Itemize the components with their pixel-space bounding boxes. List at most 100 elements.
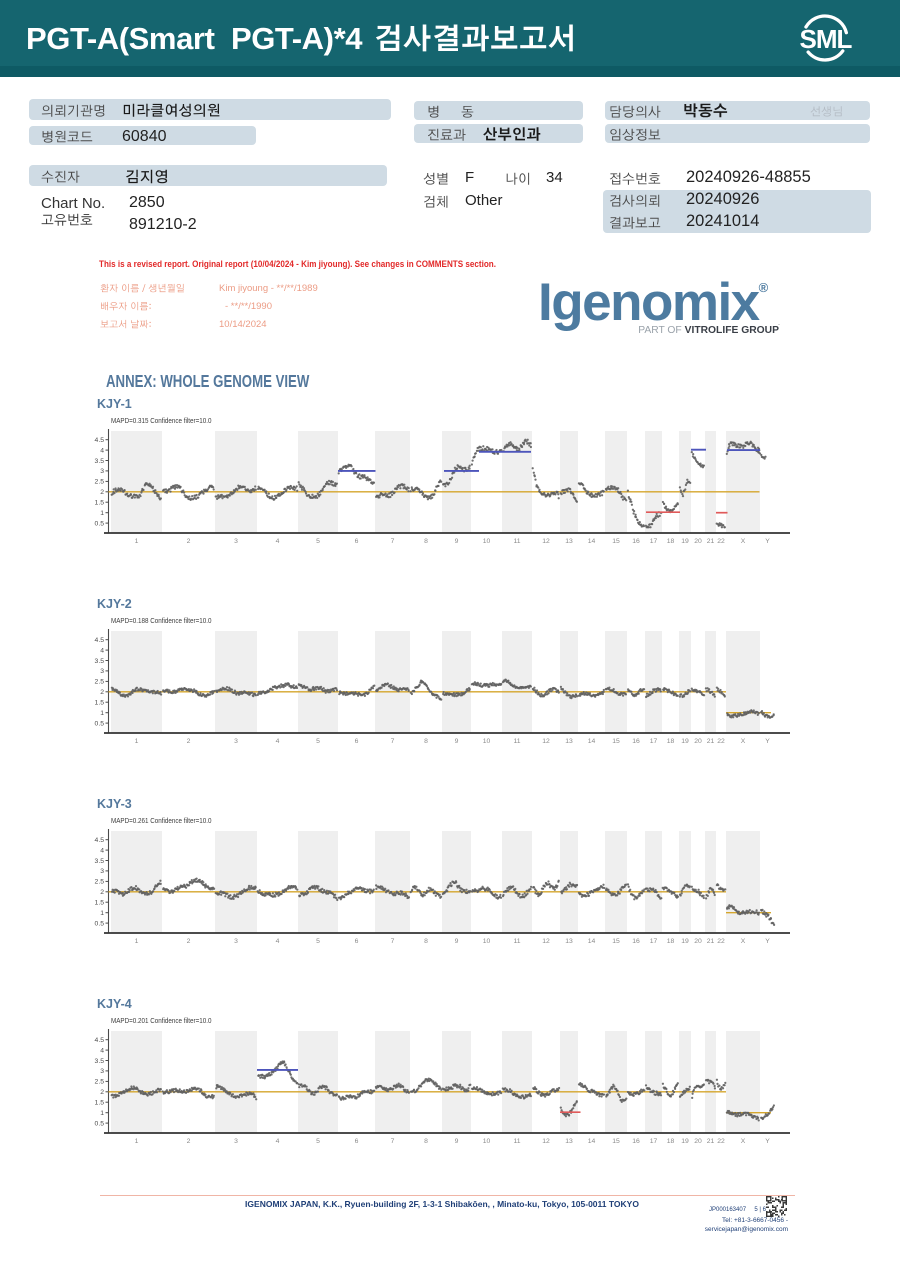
svg-text:7: 7 bbox=[391, 938, 395, 945]
svg-text:3: 3 bbox=[234, 938, 238, 945]
svg-text:2: 2 bbox=[100, 1089, 104, 1096]
svg-text:2.5: 2.5 bbox=[95, 879, 105, 886]
svg-text:0.5: 0.5 bbox=[95, 520, 105, 527]
svg-text:Y: Y bbox=[765, 1138, 770, 1145]
svg-text:15: 15 bbox=[612, 938, 620, 945]
svg-text:0.5: 0.5 bbox=[95, 720, 105, 727]
svg-text:1: 1 bbox=[100, 510, 104, 517]
svg-text:2: 2 bbox=[100, 689, 104, 696]
svg-text:3.5: 3.5 bbox=[95, 1058, 105, 1065]
svg-text:1.5: 1.5 bbox=[95, 1100, 105, 1107]
svg-text:3.5: 3.5 bbox=[95, 858, 105, 865]
svg-text:10: 10 bbox=[483, 738, 491, 745]
svg-text:12: 12 bbox=[542, 538, 550, 545]
svg-text:9: 9 bbox=[455, 1138, 459, 1145]
svg-text:4.5: 4.5 bbox=[95, 437, 105, 444]
svg-text:22: 22 bbox=[717, 938, 725, 945]
svg-text:18: 18 bbox=[667, 1138, 675, 1145]
svg-text:4: 4 bbox=[276, 738, 280, 745]
svg-text:10: 10 bbox=[483, 938, 491, 945]
svg-text:1: 1 bbox=[135, 938, 139, 945]
svg-text:12: 12 bbox=[542, 738, 550, 745]
svg-text:10: 10 bbox=[483, 1138, 491, 1145]
svg-text:SML: SML bbox=[800, 24, 853, 54]
svg-text:4.5: 4.5 bbox=[95, 637, 105, 644]
svg-text:11: 11 bbox=[513, 738, 520, 745]
svg-text:12: 12 bbox=[542, 938, 550, 945]
svg-text:3.5: 3.5 bbox=[95, 658, 105, 665]
svg-text:20: 20 bbox=[694, 538, 702, 545]
svg-text:18: 18 bbox=[667, 738, 675, 745]
svg-text:2: 2 bbox=[100, 889, 104, 896]
svg-text:Y: Y bbox=[765, 738, 770, 745]
svg-text:20: 20 bbox=[694, 938, 702, 945]
svg-text:8: 8 bbox=[424, 538, 428, 545]
svg-text:7: 7 bbox=[391, 738, 395, 745]
svg-text:0.5: 0.5 bbox=[95, 920, 105, 927]
svg-text:X: X bbox=[741, 738, 746, 745]
svg-text:2: 2 bbox=[187, 1138, 191, 1145]
svg-text:19: 19 bbox=[681, 938, 689, 945]
svg-text:3: 3 bbox=[100, 468, 104, 475]
svg-text:2.5: 2.5 bbox=[95, 479, 105, 486]
svg-text:5: 5 bbox=[316, 538, 320, 545]
svg-text:22: 22 bbox=[717, 1138, 725, 1145]
svg-text:15: 15 bbox=[612, 538, 620, 545]
svg-text:2.5: 2.5 bbox=[95, 679, 105, 686]
svg-text:3: 3 bbox=[100, 1068, 104, 1075]
svg-text:7: 7 bbox=[391, 1138, 395, 1145]
svg-text:13: 13 bbox=[565, 738, 573, 745]
svg-text:16: 16 bbox=[632, 538, 640, 545]
svg-text:15: 15 bbox=[612, 1138, 620, 1145]
svg-text:1: 1 bbox=[135, 738, 139, 745]
svg-text:16: 16 bbox=[632, 1138, 640, 1145]
svg-text:21: 21 bbox=[707, 1138, 715, 1145]
svg-text:20: 20 bbox=[694, 738, 702, 745]
svg-text:5: 5 bbox=[316, 1138, 320, 1145]
svg-text:14: 14 bbox=[588, 938, 596, 945]
svg-text:9: 9 bbox=[455, 938, 459, 945]
svg-text:21: 21 bbox=[707, 738, 715, 745]
svg-text:22: 22 bbox=[717, 738, 725, 745]
svg-text:3: 3 bbox=[234, 1138, 238, 1145]
svg-text:4: 4 bbox=[276, 538, 280, 545]
svg-text:3: 3 bbox=[234, 738, 238, 745]
svg-text:6: 6 bbox=[355, 738, 359, 745]
svg-text:1: 1 bbox=[100, 710, 104, 717]
svg-text:21: 21 bbox=[707, 538, 715, 545]
svg-text:1: 1 bbox=[135, 538, 139, 545]
svg-text:16: 16 bbox=[632, 738, 640, 745]
svg-text:16: 16 bbox=[632, 938, 640, 945]
svg-text:11: 11 bbox=[513, 938, 520, 945]
svg-text:2.5: 2.5 bbox=[95, 1079, 105, 1086]
svg-text:Y: Y bbox=[765, 938, 770, 945]
svg-text:Y: Y bbox=[765, 538, 770, 545]
svg-text:17: 17 bbox=[650, 538, 658, 545]
svg-text:19: 19 bbox=[681, 738, 689, 745]
svg-text:12: 12 bbox=[542, 1138, 550, 1145]
svg-text:18: 18 bbox=[667, 938, 675, 945]
svg-text:17: 17 bbox=[650, 1138, 658, 1145]
svg-text:4: 4 bbox=[276, 938, 280, 945]
svg-text:18: 18 bbox=[667, 538, 675, 545]
svg-text:17: 17 bbox=[650, 938, 658, 945]
svg-text:6: 6 bbox=[355, 538, 359, 545]
svg-text:14: 14 bbox=[588, 738, 596, 745]
svg-text:17: 17 bbox=[650, 738, 658, 745]
svg-text:14: 14 bbox=[588, 538, 596, 545]
svg-text:11: 11 bbox=[513, 538, 520, 545]
svg-text:1.5: 1.5 bbox=[95, 900, 105, 907]
svg-text:1.5: 1.5 bbox=[95, 700, 105, 707]
svg-text:8: 8 bbox=[424, 938, 428, 945]
svg-text:9: 9 bbox=[455, 538, 459, 545]
svg-text:19: 19 bbox=[681, 538, 689, 545]
svg-text:4: 4 bbox=[100, 1047, 104, 1054]
svg-text:5: 5 bbox=[316, 938, 320, 945]
svg-text:20: 20 bbox=[694, 1138, 702, 1145]
svg-text:X: X bbox=[741, 938, 746, 945]
svg-text:13: 13 bbox=[565, 538, 573, 545]
svg-text:6: 6 bbox=[355, 1138, 359, 1145]
svg-text:4.5: 4.5 bbox=[95, 1037, 105, 1044]
svg-text:3.5: 3.5 bbox=[95, 458, 105, 465]
svg-text:13: 13 bbox=[565, 1138, 573, 1145]
